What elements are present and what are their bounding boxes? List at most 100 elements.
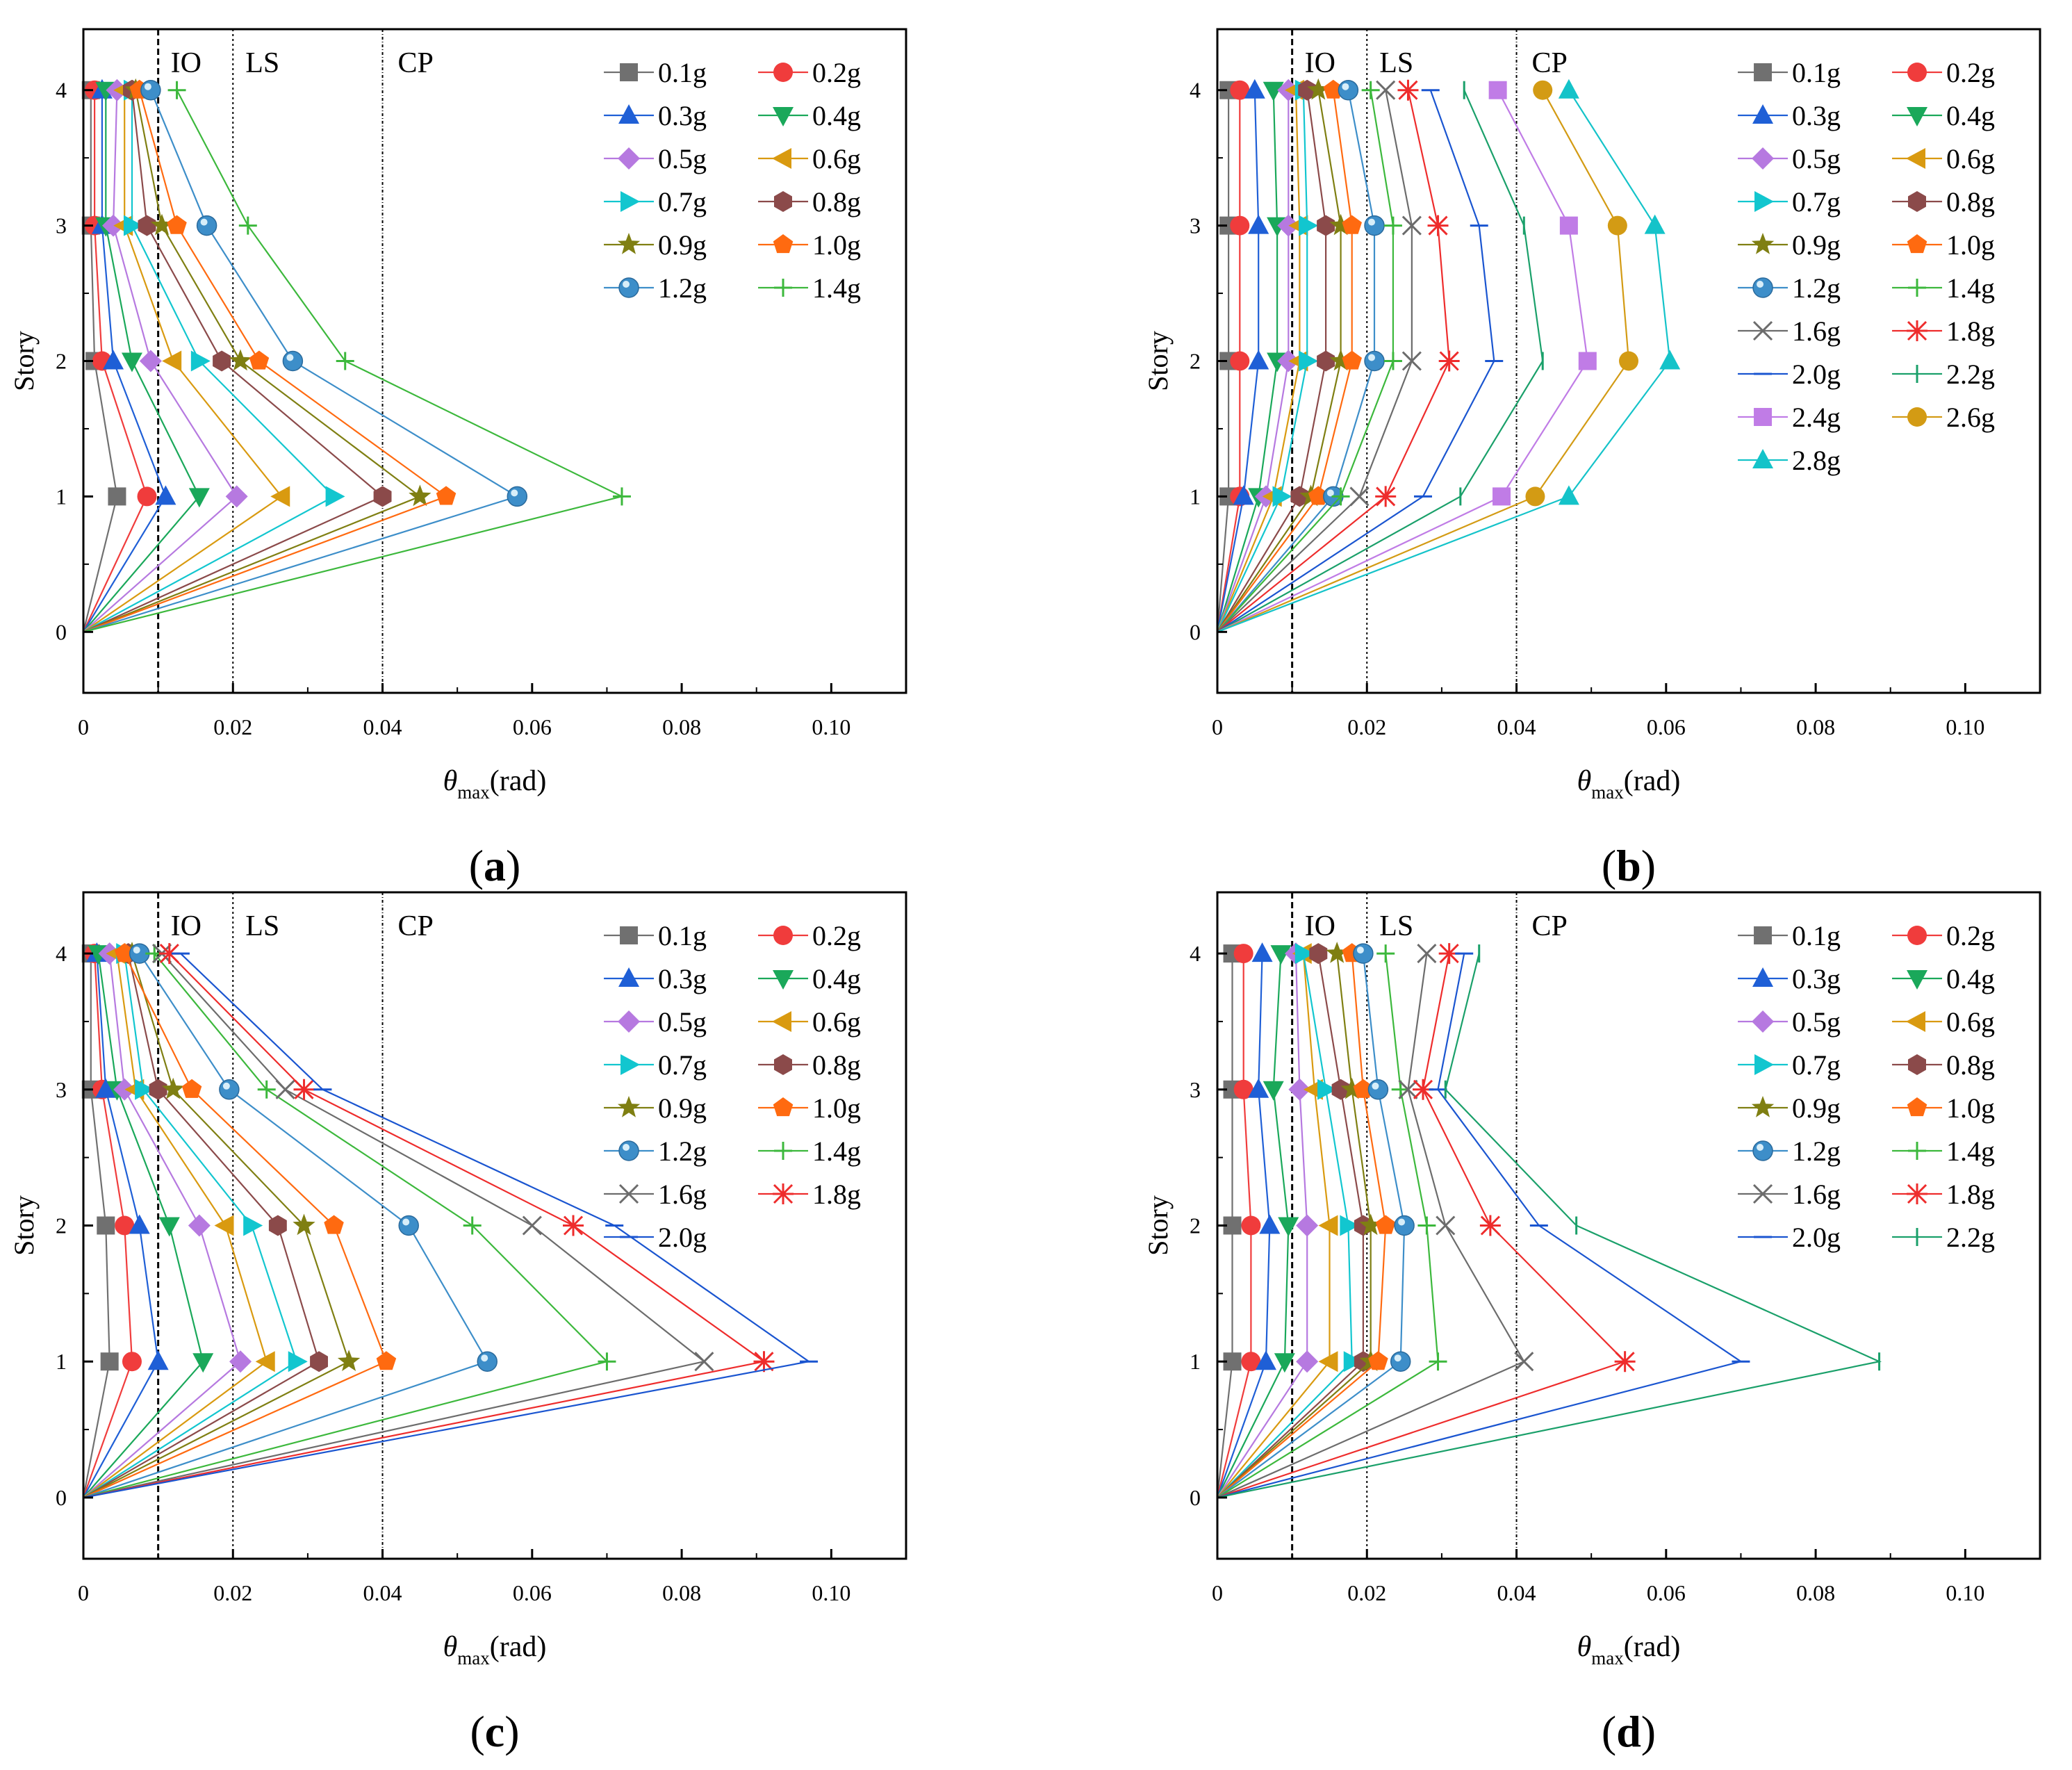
legend-label-2.2g: 2.2g (1946, 1222, 1995, 1253)
x-tick-label: 0.10 (1946, 714, 1984, 739)
legend-label-0.7g: 0.7g (1792, 1049, 1841, 1081)
marker-1.8g-story-1 (753, 1351, 775, 1372)
marker-0.5g-story-1 (225, 485, 248, 508)
marker-1.0g-story-2 (249, 350, 270, 370)
legend-label-0.8g: 0.8g (812, 186, 861, 218)
legend-marker-0.5g (1752, 1010, 1775, 1033)
x-tick-label: 0.04 (1497, 1580, 1536, 1605)
marker-0.4g-story-1 (188, 488, 210, 508)
marker-1.6g-story-2 (522, 1215, 542, 1236)
marker-1.6g-story-1 (1514, 1352, 1534, 1372)
legend-label-1.0g: 1.0g (1946, 1092, 1995, 1124)
x-tick-label: 0.10 (812, 714, 850, 739)
marker-2.4g-story-3 (1559, 216, 1578, 235)
legend-label-1.4g: 1.4g (812, 272, 861, 304)
legend-marker-0.4g (773, 107, 794, 126)
legend-label-0.9g: 0.9g (658, 1092, 707, 1124)
legend-marker-1.4g (1908, 1142, 1927, 1160)
marker-1.2g-story-3-hl (1372, 1082, 1379, 1090)
marker-1.2g-story-4-hl (144, 83, 151, 90)
legend-marker-0.7g (1754, 191, 1775, 212)
marker-0.6g-story-1 (270, 486, 290, 507)
legend-marker-2.8g (1752, 449, 1774, 468)
marker-0.8g-story-3 (149, 1079, 167, 1100)
marker-0.8g-story-2 (213, 350, 231, 372)
legend-marker-1.2g-hl (623, 1144, 630, 1151)
marker-0.7g-story-3 (1317, 1079, 1338, 1100)
marker-0.5g-story-2 (1277, 350, 1300, 372)
marker-2.4g-story-2 (1578, 352, 1597, 370)
legend-marker-1.2g (1752, 277, 1773, 298)
legend-label-1.8g: 1.8g (1946, 1179, 1995, 1210)
legend-label-0.1g: 0.1g (658, 57, 707, 88)
limit-label-io: IO (1305, 47, 1335, 79)
x-tick-label: 0.08 (1796, 1580, 1835, 1605)
legend-marker-0.2g (1907, 63, 1927, 82)
marker-1.2g-story-4 (140, 79, 161, 101)
marker-0.2g-story-1 (1241, 1352, 1261, 1372)
marker-1.4g-story-4 (1361, 81, 1380, 99)
legend-label-0.2g: 0.2g (1946, 57, 1995, 88)
marker-0.8g-story-1 (373, 486, 392, 507)
legend-marker-0.6g (1906, 148, 1926, 169)
y-tick-label: 0 (1190, 1485, 1201, 1510)
legend-marker-0.5g (618, 1010, 641, 1033)
legend-label-1.8g: 1.8g (812, 1179, 861, 1210)
marker-0.2g-story-2 (1241, 1215, 1261, 1236)
y-tick-label: 1 (56, 1349, 67, 1374)
legend-marker-0.4g (773, 970, 794, 990)
marker-0.9g-story-2 (1359, 1213, 1382, 1236)
panel-a: IO LS CP 0 0.02 0.04 0.06 0.08 0.10 0 1 2 3 4 Story θma… (8, 28, 907, 890)
y-tick-label: 1 (1190, 484, 1201, 509)
legend-label-1.2g: 1.2g (1792, 272, 1841, 304)
marker-0.8g-story-1 (310, 1351, 328, 1372)
marker-0.9g-story-2 (293, 1213, 315, 1236)
panel-label: (d) (1602, 1707, 1656, 1756)
marker-0.2g-story-2 (115, 1215, 135, 1236)
legend-label-0.3g: 0.3g (658, 100, 707, 131)
legend-marker-1.4g (774, 279, 793, 297)
legend-marker-1.2g-hl (1757, 281, 1764, 288)
marker-1.2g-story-2 (1364, 350, 1385, 372)
marker-0.8g-story-3 (138, 215, 156, 236)
legend-label-0.9g: 0.9g (1792, 1092, 1841, 1124)
legend-marker-0.6g (772, 1011, 792, 1032)
limit-label-ls: LS (245, 910, 279, 942)
marker-0.4g-story-1 (1274, 1353, 1295, 1373)
legend-label-1.6g: 1.6g (1792, 316, 1841, 347)
legend-label-0.8g: 0.8g (1946, 1049, 1995, 1081)
legend-marker-1.6g (1752, 1183, 1773, 1204)
marker-0.3g-story-1 (147, 1350, 169, 1370)
marker-1.0g-story-1 (1368, 1351, 1388, 1370)
marker-1.8g-story-3 (293, 1079, 315, 1100)
legend-marker-1.8g (1907, 320, 1928, 341)
marker-0.9g-story-1 (409, 484, 431, 507)
marker-0.1g-story-2 (97, 1216, 115, 1235)
marker-0.7g-story-2 (243, 1215, 263, 1236)
x-tick-label: 0.06 (513, 1580, 552, 1605)
marker-1.2g-story-1 (1390, 1351, 1411, 1372)
y-tick-label: 3 (56, 213, 67, 238)
marker-1.8g-story-2 (1438, 350, 1460, 372)
legend-marker-0.5g (1752, 147, 1775, 170)
marker-0.3g-story-1 (1233, 485, 1254, 505)
marker-1.2g-story-2-hl (1398, 1218, 1406, 1226)
legend-marker-0.3g (618, 967, 640, 987)
limit-label-ls: LS (1379, 47, 1413, 79)
marker-0.4g-story-3 (1263, 1081, 1284, 1101)
legend-marker-1.2g-hl (623, 281, 630, 288)
legend-label-1.4g: 1.4g (1946, 272, 1995, 304)
y-axis-label: Story (8, 331, 40, 391)
legend-label-1.6g: 1.6g (658, 1179, 707, 1210)
marker-0.3g-story-2 (1259, 1214, 1281, 1234)
marker-1.8g-story-4 (1397, 79, 1419, 101)
limit-label-io: IO (1305, 910, 1335, 942)
marker-2.4g-story-4 (1488, 81, 1507, 99)
legend-marker-1.0g (773, 234, 794, 254)
legend-marker-0.8g (774, 191, 792, 212)
legend-marker-0.7g (620, 191, 641, 212)
marker-1.4g-story-4 (1376, 944, 1395, 963)
y-axis-label: Story (1142, 1195, 1174, 1256)
legend-label-0.7g: 0.7g (658, 1049, 707, 1081)
marker-2.6g-story-2 (1619, 351, 1638, 371)
